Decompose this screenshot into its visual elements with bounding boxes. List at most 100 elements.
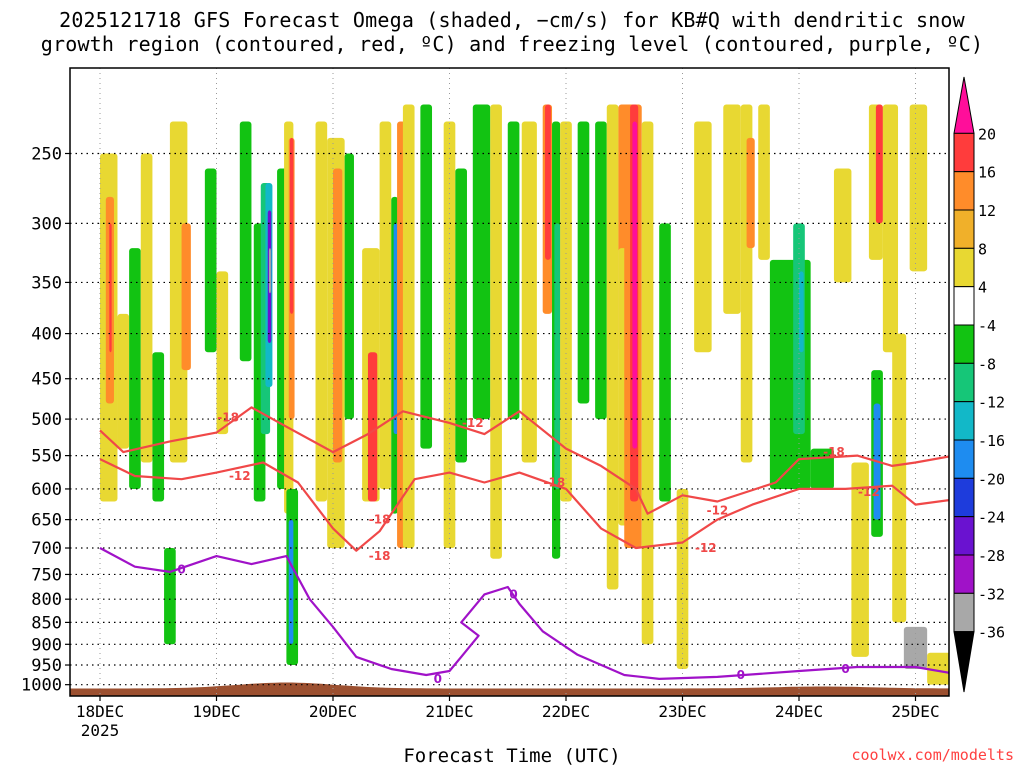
omega-band [833,168,852,283]
colorbar-arrow-top [953,76,975,134]
x-tick-label: 23DEC [658,702,706,721]
colorbar-label: -12 [978,394,1005,412]
y-tick-label: 850 [31,613,62,633]
omega-band [315,121,328,502]
omega-band [393,223,399,435]
omega-band [554,223,561,489]
colorbar-segment [953,477,975,518]
dendritic-contour-minus12 [99,458,949,552]
y-tick-label: 650 [31,511,62,531]
colorbar-segment [953,209,975,249]
omega-band [851,462,869,657]
omega-band [560,121,572,502]
omega-band [723,104,741,314]
freezing-contour-label: 0 [177,562,185,576]
omega-band [109,223,112,353]
dendritic-contour-label: -12 [695,541,717,555]
omega-band [420,104,433,449]
colorbar-label: 16 [978,164,996,182]
dendritic-contour-label: -12 [462,416,484,430]
colorbar-segment [953,516,975,556]
omega-band [239,121,252,362]
omega-band [216,271,229,435]
y-tick-label: 250 [31,144,62,164]
omega-band [288,519,294,645]
colorbar-label: -16 [978,432,1005,450]
omega-band [472,104,491,420]
y-tick-label: 1000 [21,676,62,696]
omega-band [545,104,551,260]
y-tick-label: 950 [31,656,62,676]
colorbar-segment [953,171,975,211]
dendritic-contour-label: -12 [229,469,251,483]
x-tick-label: 20DEC [309,702,357,721]
plot-frame [69,67,950,697]
y-tick-label: 300 [31,214,62,234]
omega-band [117,313,130,449]
omega-band [606,104,619,590]
x-axis-label: Forecast Time (UTC) [403,745,621,767]
colorbar-label: -4 [978,317,996,335]
x-tick-label: 24DEC [775,702,823,721]
freezing-contour-label: 0 [509,587,517,601]
freezing-level-contour [99,547,949,680]
dendritic-contour-label: -18 [544,476,566,490]
omega-band [927,652,949,685]
omega-band [875,104,883,224]
grid [70,68,949,696]
omega-band [909,104,928,272]
omega-band [367,352,378,502]
colorbar-segment [953,554,975,594]
terrain-area [70,682,949,696]
y-tick-label: 700 [31,539,62,559]
omega-band [455,168,467,463]
y-tick-label: 550 [31,447,62,467]
credit-text: coolwx.com/modelts [851,746,1014,764]
colorbar-label: 4 [978,279,987,297]
y-tick-label: 350 [31,273,62,293]
omega-band [882,104,899,353]
colorbar-segment [953,132,975,173]
omega-band [892,333,907,623]
omega-band [694,121,712,353]
x-tick-label: 21DEC [425,702,473,721]
omega-band [333,168,343,463]
omega-band [169,121,188,463]
colorbar-label: 8 [978,240,987,258]
omega-band [164,548,176,645]
x-tick-label: 18DEC [76,702,124,721]
chart-title-line-2: growth region (contoured, red, ºC) and f… [40,32,984,56]
omega-band [632,121,638,449]
y-tick-label: 900 [31,635,62,655]
omega-band [443,121,456,549]
omega-band [129,248,141,489]
colorbar-arrow-bottom [953,631,975,693]
colorbar-segment [953,362,975,403]
omega-band [268,248,271,294]
colorbar-label: 12 [978,202,996,220]
colorbar-label: -24 [978,509,1005,527]
omega-band [595,121,607,420]
omega-band [521,121,537,463]
colorbar-label: -32 [978,585,1005,603]
colorbar-segment [953,324,975,364]
colorbar-segment [953,401,975,441]
colorbar-label: -20 [978,470,1005,488]
omega-band [577,121,590,404]
y-tick-label: 400 [31,325,62,345]
y-tick-label: 600 [31,480,62,500]
omega-band [746,137,755,249]
colorbar-label: 20 [978,125,996,143]
dendritic-contour-label: -18 [369,549,391,563]
colorbar: 20 16 12 8 4 -4 -8 -12 -16 -20 -24 -28 -32 -36 [953,76,1005,693]
freezing-contour-label: 0 [841,662,849,676]
omega-band [758,104,770,260]
omega-band [903,626,928,670]
dendritic-contour-label: -18 [217,411,239,425]
dendritic-contour-label: -18 [823,445,845,459]
omega-band [140,153,153,463]
dendritic-contour-label: -12 [858,485,880,499]
omega-band [507,121,520,420]
y-tick-label: 800 [31,590,62,610]
freezing-contour-label: 0 [737,668,745,682]
